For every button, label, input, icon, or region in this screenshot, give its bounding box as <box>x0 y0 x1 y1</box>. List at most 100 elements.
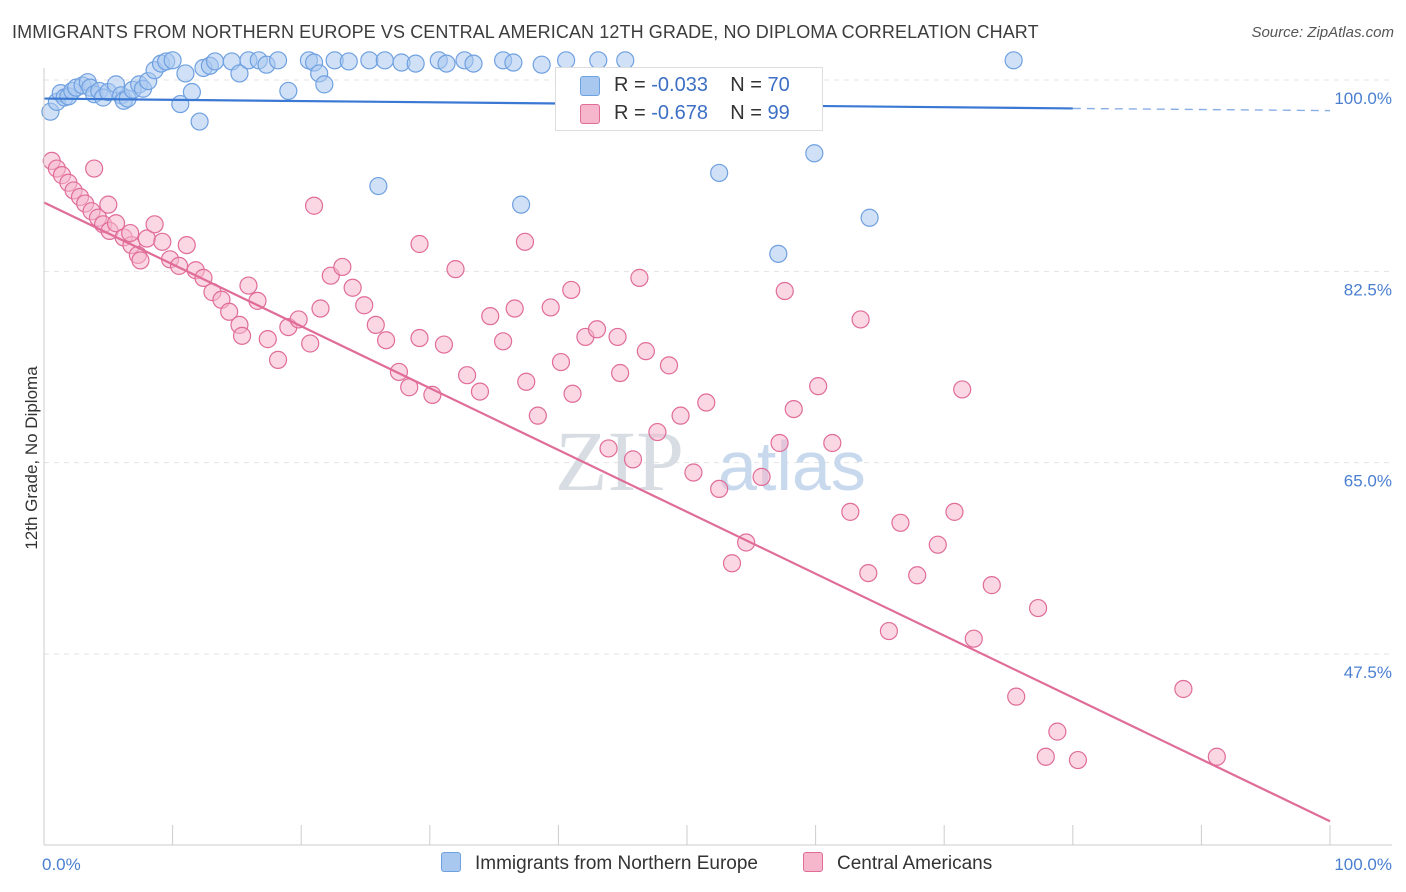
point-central-americans <box>268 350 288 369</box>
point-central-americans <box>145 215 164 234</box>
point-central-americans <box>301 334 320 353</box>
point-northern-europe <box>375 51 394 70</box>
point-northern-europe <box>1004 51 1023 70</box>
point-northern-europe <box>315 75 334 94</box>
point-central-americans <box>964 629 983 648</box>
point-central-americans <box>879 621 899 641</box>
axes: 100.0% 82.5% 65.0% 47.5% 0.0% 100.0% <box>42 68 1392 874</box>
point-central-americans <box>611 363 630 383</box>
point-central-americans <box>623 450 643 469</box>
bottom-legend-central-americans: Central Americans <box>803 852 992 875</box>
point-central-americans <box>541 298 560 317</box>
trend-line-northern-europe-extension <box>1072 107 1331 112</box>
point-central-americans <box>376 331 396 350</box>
bottom-legend-label: Immigrants from Northern Europe <box>475 853 758 874</box>
point-northern-europe <box>176 64 195 83</box>
point-northern-europe <box>532 55 551 74</box>
point-central-americans <box>636 342 655 361</box>
point-northern-europe <box>860 208 879 227</box>
point-central-americans <box>945 502 964 521</box>
point-northern-europe <box>190 112 209 131</box>
point-northern-europe <box>504 53 523 72</box>
point-northern-europe <box>710 163 729 183</box>
y-axis-label: 12th Grade, No Diploma <box>22 366 41 550</box>
point-central-americans <box>85 159 104 178</box>
legend-n-value: 70 <box>767 74 790 96</box>
point-central-americans <box>953 380 972 399</box>
point-central-americans <box>494 332 513 351</box>
point-northern-europe <box>512 195 531 214</box>
bottom-legend-northern-europe: Immigrants from Northern Europe <box>441 852 758 875</box>
point-northern-europe <box>805 144 824 163</box>
point-northern-europe <box>360 51 379 70</box>
point-northern-europe <box>163 51 182 70</box>
point-northern-europe <box>406 54 425 73</box>
point-central-americans <box>153 232 172 251</box>
bottom-legend-swatch-blue <box>441 852 461 872</box>
watermark-atlas: atlas <box>718 427 866 505</box>
point-central-americans <box>809 377 828 396</box>
y-tick-label: 100.0% <box>1334 89 1392 108</box>
chart-title: IMMIGRANTS FROM NORTHERN EUROPE VS CENTR… <box>12 22 1039 42</box>
point-central-americans <box>1174 679 1193 699</box>
point-northern-europe <box>769 244 788 263</box>
point-central-americans <box>239 276 258 295</box>
point-central-americans <box>515 232 535 251</box>
point-northern-europe <box>182 82 201 102</box>
point-central-americans <box>859 563 878 583</box>
point-northern-europe <box>268 51 288 70</box>
point-central-americans <box>784 399 803 419</box>
point-central-americans <box>1036 747 1055 766</box>
data-points <box>41 51 1226 770</box>
point-central-americans <box>311 299 330 318</box>
point-central-americans <box>841 502 860 521</box>
point-northern-europe <box>464 54 483 73</box>
point-central-americans <box>684 463 703 482</box>
point-central-americans <box>563 384 582 403</box>
point-central-americans <box>410 328 429 348</box>
point-central-americans <box>232 326 252 345</box>
point-central-americans <box>121 223 140 243</box>
point-central-americans <box>481 307 500 326</box>
point-central-americans <box>823 433 842 453</box>
point-central-americans <box>528 406 547 425</box>
point-central-americans <box>722 554 742 573</box>
source-label: Source: ZipAtlas.com <box>1251 24 1394 41</box>
point-central-americans <box>434 335 454 354</box>
point-northern-europe <box>230 64 249 83</box>
point-central-americans <box>608 327 627 347</box>
x-tick-label: 100.0% <box>1334 855 1392 874</box>
legend-r-label: R = <box>614 74 646 96</box>
point-central-americans <box>410 234 429 254</box>
point-central-americans <box>775 281 794 301</box>
bottom-legend-label: Central Americans <box>837 853 993 874</box>
point-central-americans <box>1007 687 1026 706</box>
bottom-legend-swatch-pink <box>803 852 823 872</box>
legend-swatch-pink <box>580 104 600 124</box>
legend: R = -0.033 N = 70 R = -0.678 N = 99 <box>555 67 823 131</box>
point-central-americans <box>457 366 477 385</box>
point-northern-europe <box>437 54 456 73</box>
point-central-americans <box>258 330 277 349</box>
trend-line-central-americans <box>43 201 1331 823</box>
point-central-americans <box>131 251 150 270</box>
point-central-americans <box>248 291 267 310</box>
point-central-americans <box>851 310 870 329</box>
legend-r-label: R = <box>614 102 646 124</box>
point-central-americans <box>1207 747 1226 766</box>
point-central-americans <box>982 576 1001 595</box>
legend-n-label: N = <box>730 102 762 124</box>
point-central-americans <box>355 296 374 315</box>
point-northern-europe <box>279 81 298 101</box>
point-central-americans <box>470 382 490 401</box>
point-northern-europe <box>369 176 388 196</box>
point-central-americans <box>106 214 126 233</box>
point-central-americans <box>671 406 690 425</box>
point-central-americans <box>1068 750 1088 770</box>
y-tick-label: 65.0% <box>1344 472 1392 491</box>
point-central-americans <box>343 278 362 297</box>
point-central-americans <box>752 467 771 486</box>
point-central-americans <box>697 393 716 412</box>
point-central-americans <box>770 433 789 453</box>
